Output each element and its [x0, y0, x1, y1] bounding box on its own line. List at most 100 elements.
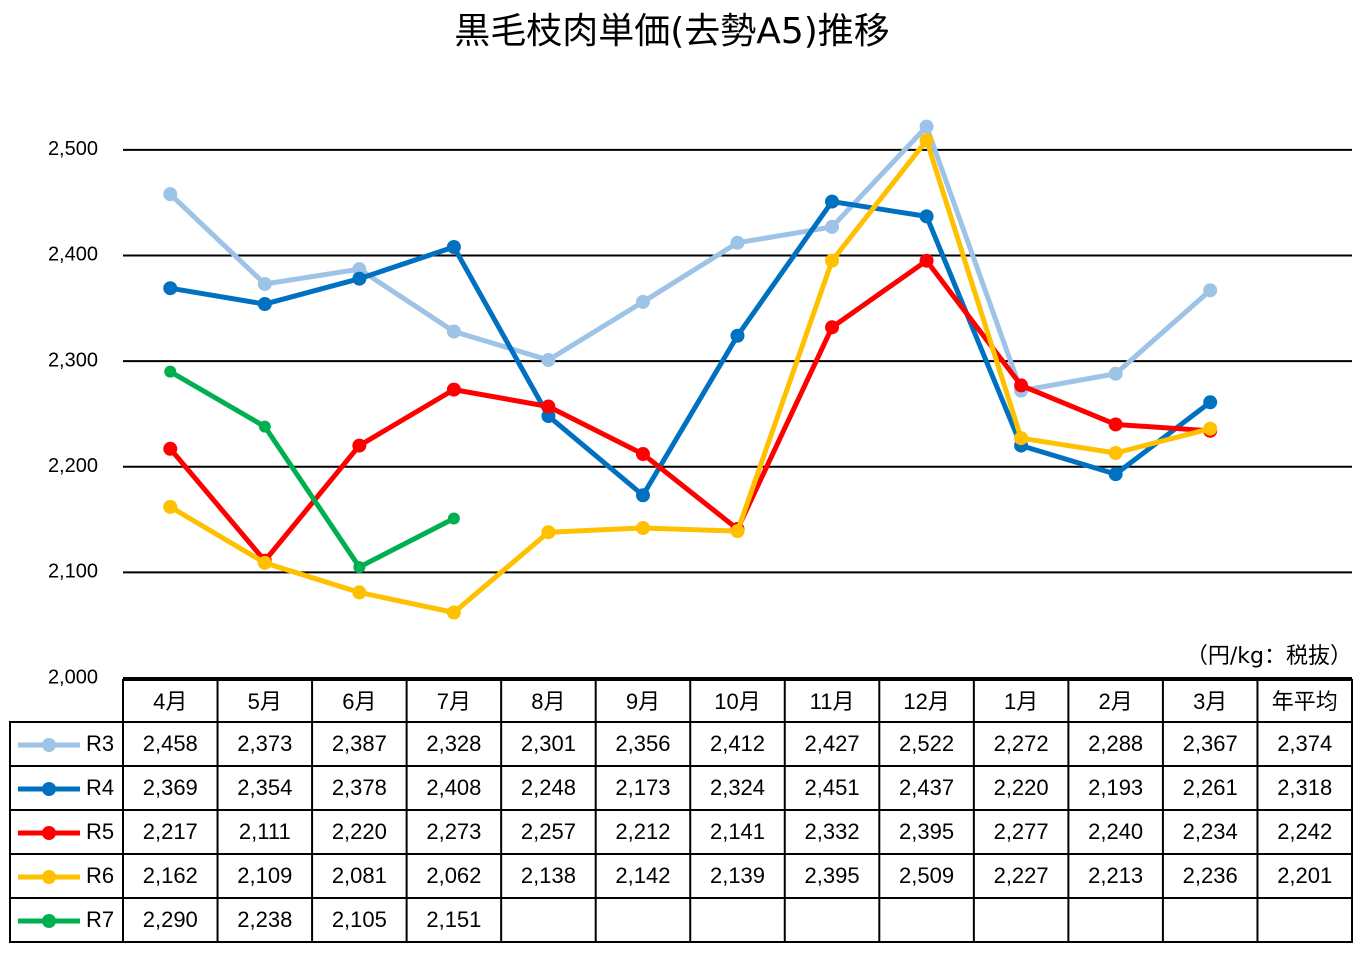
table-value: 2,240	[1088, 819, 1143, 844]
series-line	[169, 369, 456, 570]
series-marker	[257, 555, 272, 570]
series-marker	[1108, 445, 1123, 460]
table-value: 2,257	[521, 819, 576, 844]
table-value: 2,213	[1088, 863, 1143, 888]
series-marker	[635, 447, 650, 462]
table-value: 2,395	[899, 819, 954, 844]
x-tick-label: 4月	[153, 689, 187, 714]
series-marker	[1203, 421, 1218, 436]
table-value: 2,328	[426, 731, 481, 756]
table-value: 2,220	[332, 819, 387, 844]
table-value: 2,301	[521, 731, 576, 756]
series-marker	[730, 235, 745, 250]
series-line	[168, 258, 1211, 564]
series-line	[168, 124, 1212, 394]
series-marker	[919, 209, 934, 224]
series-line	[168, 137, 1211, 616]
table-value: 2,273	[426, 819, 481, 844]
table-value: 2,378	[332, 775, 387, 800]
series-marker	[163, 441, 178, 456]
series-marker	[1203, 395, 1218, 410]
series-marker	[919, 253, 934, 268]
table-value: 2,220	[994, 775, 1049, 800]
series-marker	[730, 328, 745, 343]
series-marker	[163, 187, 178, 202]
y-tick-label: 2,100	[48, 561, 98, 583]
x-tick-label: 1月	[1004, 689, 1038, 714]
table-value: 2,173	[615, 775, 670, 800]
table-value: 2,193	[1088, 775, 1143, 800]
series-marker	[447, 512, 460, 525]
x-tick-label: 2月	[1099, 689, 1133, 714]
chart-title: 黒毛枝肉単価(去勢A5)推移	[454, 11, 890, 52]
table-value: 2,288	[1088, 731, 1143, 756]
table-value: 2,234	[1183, 819, 1238, 844]
series-marker	[352, 271, 367, 286]
table-average: 2,318	[1277, 775, 1332, 800]
series-marker	[730, 524, 745, 539]
table-value: 2,332	[805, 819, 860, 844]
series-marker	[541, 399, 556, 414]
legend-label: R4	[86, 775, 114, 800]
series-marker	[164, 365, 177, 378]
y-tick-label: 2,500	[48, 138, 98, 160]
series-marker	[163, 281, 178, 296]
series-marker	[919, 119, 934, 134]
table-value: 2,387	[332, 731, 387, 756]
table-value: 2,356	[615, 731, 670, 756]
x-tick-label: 3月	[1193, 689, 1227, 714]
table-value: 2,227	[994, 863, 1049, 888]
table-average: 2,242	[1277, 819, 1332, 844]
table-value: 2,105	[332, 907, 387, 932]
series-marker	[635, 520, 650, 535]
legend-label: R3	[86, 731, 114, 756]
table-value: 2,408	[426, 775, 481, 800]
x-tick-label: 5月	[248, 689, 282, 714]
table-value: 2,139	[710, 863, 765, 888]
table-value: 2,141	[710, 819, 765, 844]
table-value: 2,437	[899, 775, 954, 800]
series-marker	[258, 420, 271, 433]
table-value: 2,412	[710, 731, 765, 756]
series-marker	[257, 276, 272, 291]
series-marker	[1014, 431, 1029, 446]
table-value: 2,062	[426, 863, 481, 888]
table-value: 2,458	[143, 731, 198, 756]
series-marker	[825, 219, 840, 234]
series-marker	[825, 253, 840, 268]
table-value: 2,324	[710, 775, 765, 800]
table-value: 2,509	[899, 863, 954, 888]
series-marker	[446, 240, 461, 255]
legend-label: R5	[86, 819, 114, 844]
legend-marker	[42, 870, 56, 884]
y-tick-label: 2,300	[48, 349, 98, 371]
table-value: 2,277	[994, 819, 1049, 844]
table-value: 2,138	[521, 863, 576, 888]
table-value: 2,081	[332, 863, 387, 888]
table-value: 2,290	[143, 907, 198, 932]
series-marker	[825, 320, 840, 335]
table-value: 2,369	[143, 775, 198, 800]
legend-marker	[42, 782, 56, 796]
series-marker	[257, 297, 272, 312]
table-value: 2,367	[1183, 731, 1238, 756]
table-value: 2,212	[615, 819, 670, 844]
table-value: 2,354	[237, 775, 292, 800]
series-marker	[825, 194, 840, 209]
table-value: 2,427	[805, 731, 860, 756]
table-average: 2,201	[1277, 863, 1332, 888]
table-value: 2,373	[237, 731, 292, 756]
legend-marker	[42, 914, 56, 928]
table-value: 2,451	[805, 775, 860, 800]
table-value: 2,395	[805, 863, 860, 888]
table-value: 2,111	[239, 819, 291, 844]
table-value: 2,236	[1183, 863, 1238, 888]
legend-marker	[42, 738, 56, 752]
series-marker	[446, 324, 461, 339]
x-tick-label: 6月	[342, 689, 376, 714]
table-value: 2,522	[899, 731, 954, 756]
series-marker	[1108, 417, 1123, 432]
series-marker	[919, 133, 934, 148]
y-tick-label: 2,200	[48, 455, 98, 477]
